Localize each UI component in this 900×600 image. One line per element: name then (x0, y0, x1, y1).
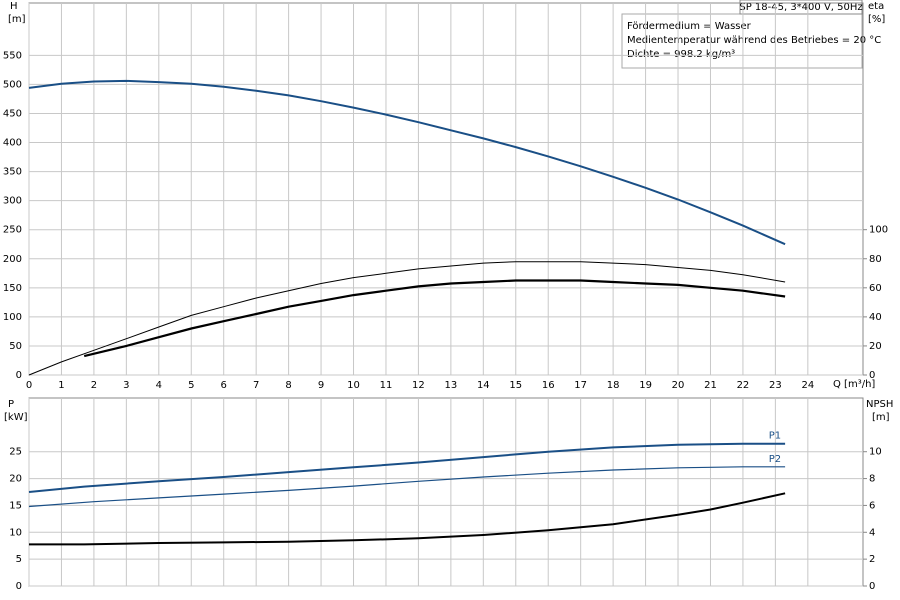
series-line (28, 261, 786, 376)
y2-tick-label: 0 (869, 370, 875, 381)
y-tick-label: 20 (9, 474, 22, 485)
x-tick-label: 22 (737, 380, 750, 391)
y2-unit: [%] (868, 14, 885, 25)
y2-label: eta (868, 1, 884, 12)
x-tick-label: 21 (704, 380, 717, 391)
y2-tick-label: 4 (869, 527, 875, 538)
x-tick-label: 8 (285, 380, 291, 391)
y2-tick-label: 8 (869, 474, 875, 485)
x-tick-label: 9 (318, 380, 324, 391)
y-tick-label: 550 (3, 50, 22, 61)
y-tick-label: 300 (3, 196, 22, 207)
series-line (29, 492, 786, 546)
x-tick-label: 20 (672, 380, 685, 391)
x-label: Q [m³/h] (833, 379, 875, 390)
y2-tick-label: 40 (869, 312, 882, 323)
chart-title: SP 18-45, 3*400 V, 50Hz (739, 2, 862, 13)
annotation: Dichte = 998.2 kg/m³ (627, 49, 735, 60)
y-tick-label: 0 (16, 581, 22, 592)
y-tick-label: 200 (3, 254, 22, 265)
x-tick-label: 7 (253, 380, 259, 391)
x-tick-label: 14 (477, 380, 490, 391)
series-line (28, 442, 786, 493)
x-tick-label: 6 (221, 380, 227, 391)
y-tick-label: 350 (3, 167, 22, 178)
y-label: P (8, 399, 14, 410)
y2-label: NPSH (866, 399, 893, 410)
y-tick-label: 100 (3, 312, 22, 323)
y-tick-label: 0 (16, 370, 22, 381)
y2-tick-label: 80 (869, 254, 882, 265)
x-tick-label: 23 (769, 380, 782, 391)
y-tick-label: 400 (3, 138, 22, 149)
series-line (28, 79, 786, 246)
y2-tick-label: 60 (869, 283, 882, 294)
series-line (83, 279, 786, 358)
x-tick-label: 24 (801, 380, 814, 391)
x-tick-label: 3 (123, 380, 129, 391)
y-tick-label: 150 (3, 283, 22, 294)
y2-tick-label: 2 (869, 554, 875, 565)
y-unit: [kW] (4, 412, 28, 423)
x-tick-label: 1 (58, 380, 64, 391)
x-tick-label: 19 (639, 380, 652, 391)
y2-tick-label: 100 (869, 225, 888, 236)
x-tick-label: 0 (26, 380, 32, 391)
y-tick-label: 10 (9, 527, 22, 538)
x-tick-label: 5 (188, 380, 194, 391)
y2-tick-label: 0 (869, 581, 875, 592)
series-label: P1 (769, 431, 781, 442)
x-tick-label: 18 (607, 380, 620, 391)
x-tick-label: 13 (445, 380, 458, 391)
y-tick-label: 50 (9, 341, 22, 352)
x-tick-label: 4 (156, 380, 162, 391)
plot-frame (28, 397, 864, 587)
y-tick-label: 500 (3, 79, 22, 90)
y2-tick-label: 20 (869, 341, 882, 352)
y-tick-label: 5 (16, 554, 22, 565)
x-tick-label: 15 (509, 380, 522, 391)
annotation: Medientemperatur während des Betriebes =… (627, 35, 881, 46)
y-tick-label: 15 (9, 500, 22, 511)
x-tick-label: 17 (574, 380, 587, 391)
x-tick-label: 11 (380, 380, 393, 391)
y2-tick-label: 10 (869, 447, 882, 458)
y-unit: [m] (8, 14, 26, 25)
y-tick-label: 450 (3, 108, 22, 119)
series-label: P2 (769, 454, 781, 465)
y2-tick-label: 6 (869, 500, 875, 511)
series-line (28, 466, 786, 508)
x-tick-label: 16 (542, 380, 555, 391)
x-tick-label: 12 (412, 380, 425, 391)
y2-unit: [m] (872, 412, 890, 423)
y-label: H (10, 1, 18, 12)
annotation: Fördermedium = Wasser (627, 21, 752, 32)
y-tick-label: 25 (9, 447, 22, 458)
x-tick-label: 2 (91, 380, 97, 391)
y-tick-label: 250 (3, 225, 22, 236)
x-tick-label: 10 (347, 380, 360, 391)
info-box (621, 13, 863, 69)
